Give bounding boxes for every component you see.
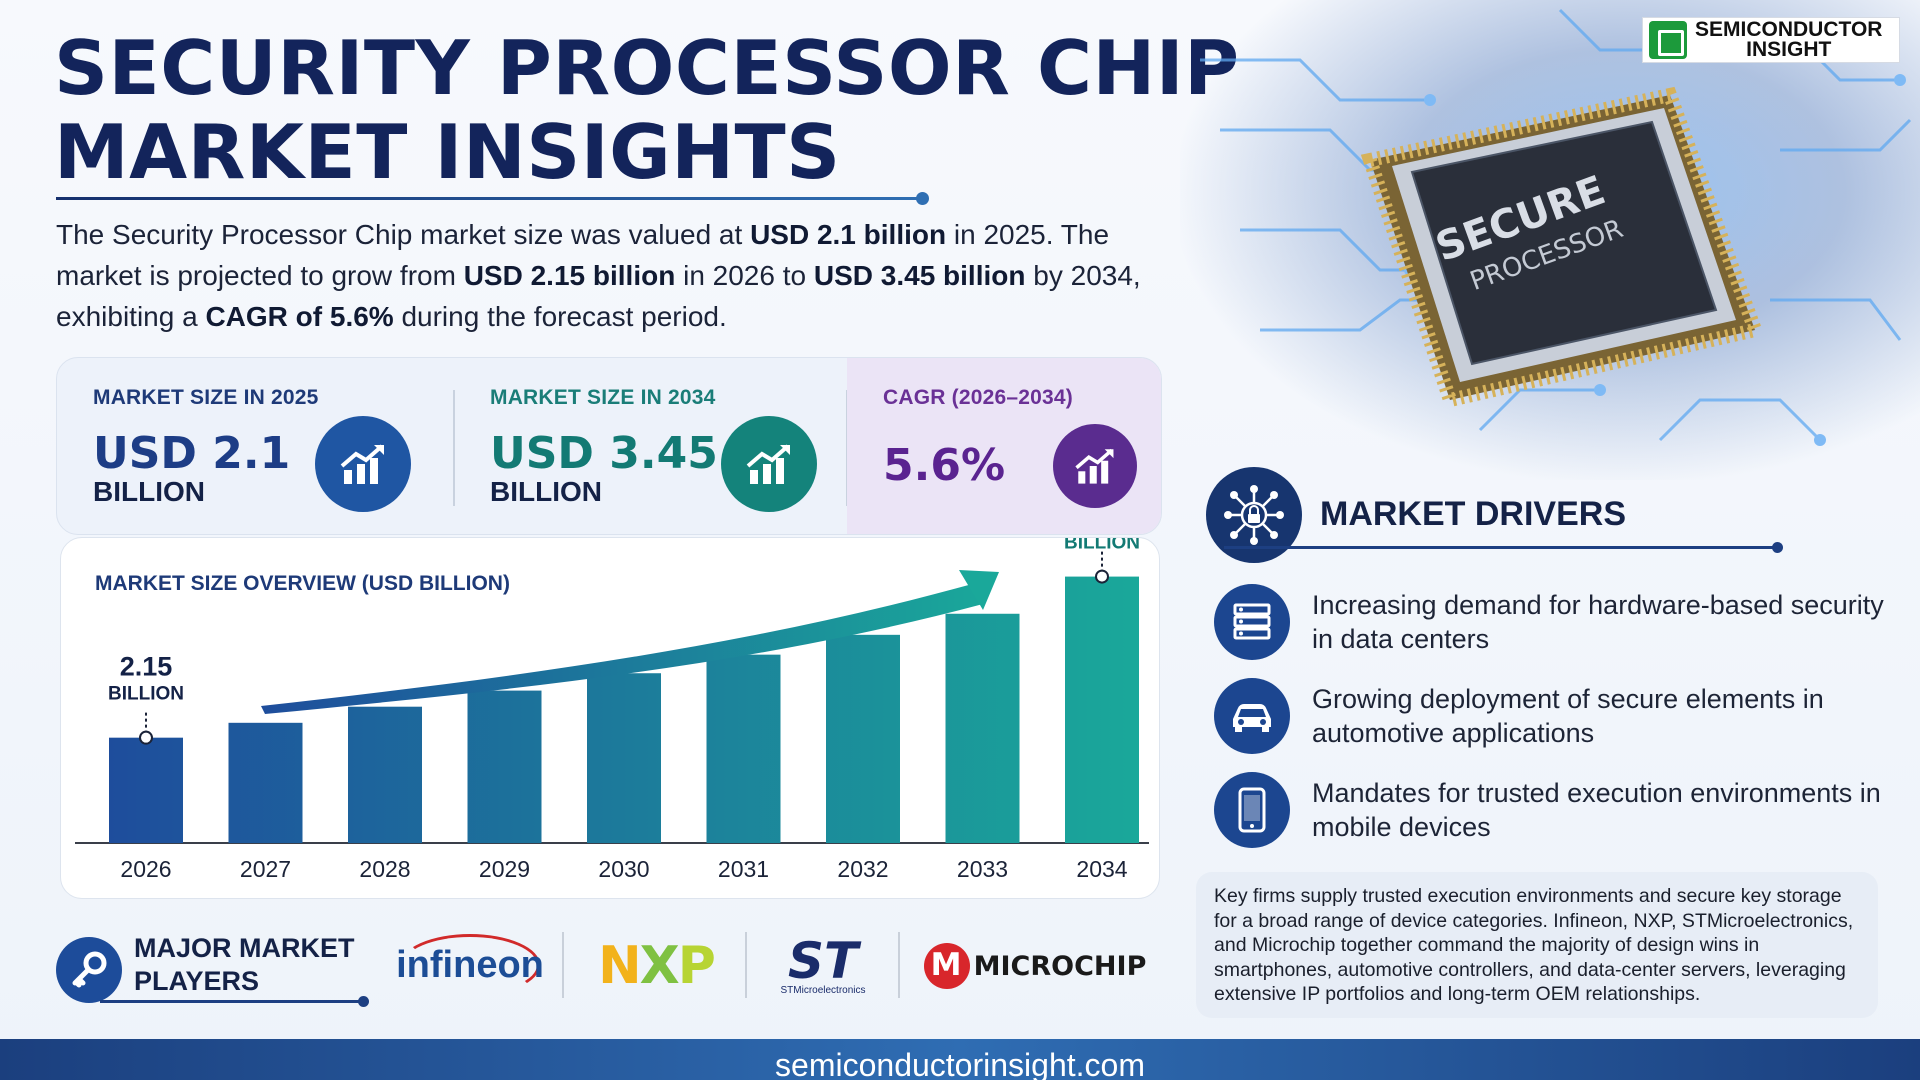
- kpi-market-size-2034: MARKET SIZE IN 2034 USD 3.45 BILLION: [454, 358, 850, 534]
- bar-2031: [706, 654, 781, 843]
- players-title-line-1: MAJOR MARKET: [134, 933, 355, 963]
- annotation-marker-2034: [1095, 569, 1109, 584]
- smartphone-icon: [1214, 772, 1290, 848]
- x-tick-label-2034: 2034: [1076, 856, 1127, 882]
- x-tick-label-2029: 2029: [479, 856, 530, 882]
- intro-paragraph: The Security Processor Chip market size …: [56, 219, 1141, 332]
- bar-2027: [228, 722, 303, 843]
- x-tick-label-2030: 2030: [598, 856, 649, 882]
- chip-logo-icon: [1649, 21, 1687, 59]
- driver-item: Growing deployment of secure elements in…: [1214, 678, 1894, 758]
- stmicroelectronics-logo[interactable]: ST STMicroelectronics: [768, 928, 878, 1004]
- x-tick-label-2033: 2033: [957, 856, 1008, 882]
- brand-logo[interactable]: SEMICONDUCTOR INSIGHT: [1642, 17, 1900, 63]
- kpi-cagr: CAGR (2026–2034) 5.6%: [847, 358, 1161, 534]
- trend-arrow-head: [959, 570, 999, 610]
- drivers-title: MARKET DRIVERS: [1320, 495, 1627, 533]
- data-label-unit-2026: BILLION: [108, 684, 184, 705]
- infineon-logo[interactable]: infineon: [396, 934, 544, 996]
- car-icon: [1214, 678, 1290, 754]
- kpi-market-size-2025: MARKET SIZE IN 2025 USD 2.1 BILLION: [57, 358, 453, 534]
- bar-2033: [945, 613, 1020, 843]
- x-tick-label-2026: 2026: [120, 856, 171, 882]
- microchip-mark-icon: [923, 943, 970, 989]
- bar-2029: [467, 690, 542, 843]
- driver-item: Mandates for trusted execution environme…: [1214, 772, 1894, 852]
- nxp-letter-x: X: [639, 936, 680, 996]
- market-size-bar-chart: 2026 2027 2028 2029 2030 2031 2032 2033 2034 2.15…: [75, 538, 1149, 882]
- brand-line-1: SEMICONDUCTOR: [1695, 18, 1883, 41]
- drivers-divider: [1224, 542, 1783, 553]
- nxp-letter-p: P: [677, 936, 716, 996]
- players-title-line-2: PLAYERS: [134, 966, 260, 996]
- chip-illustration-svg: SECURE PROCESSOR: [1200, 8, 1912, 446]
- logo-divider: [745, 932, 747, 998]
- x-tick-label-2032: 2032: [837, 856, 888, 882]
- growth-chart-icon: [1053, 424, 1137, 508]
- market-size-chart-card: MARKET SIZE OVERVIEW (USD BILLION) 2026 2…: [60, 537, 1160, 899]
- kpi-value: 5.6%: [883, 440, 1006, 491]
- kpi-unit: BILLION: [490, 476, 602, 507]
- data-label-unit-2034: BILLION: [1064, 538, 1140, 554]
- kpi-value: USD 3.45: [490, 428, 718, 479]
- growth-chart-icon: [315, 416, 411, 512]
- bar-2032: [826, 634, 900, 843]
- bar-2034: [1065, 576, 1139, 843]
- kpi-label: CAGR (2026–2034): [883, 386, 1073, 409]
- players-title: MAJOR MARKET PLAYERS: [134, 932, 374, 998]
- brand-line-2: INSIGHT: [1746, 38, 1832, 61]
- driver-text: Mandates for trusted execution environme…: [1312, 778, 1881, 842]
- kpi-label: MARKET SIZE IN 2034: [490, 386, 716, 409]
- st-wordmark: STMicroelectronics: [780, 984, 866, 996]
- kpi-unit: BILLION: [93, 476, 205, 507]
- kpi-panel: MARKET SIZE IN 2025 USD 2.1 BILLION MARK…: [56, 357, 1162, 535]
- bar-2026: [109, 737, 183, 843]
- x-tick-label-2031: 2031: [718, 856, 769, 882]
- key-players-note: Key firms supply trusted execution envir…: [1196, 872, 1878, 1018]
- growth-chart-icon: [721, 416, 817, 512]
- kpi-value: USD 2.1: [93, 428, 291, 479]
- page-title: SECURITY PROCESSOR CHIP MARKET INSIGHTS: [54, 24, 1240, 196]
- logo-divider: [898, 932, 900, 998]
- server-icon: [1214, 584, 1290, 660]
- secure-processor-illustration: SECURE PROCESSOR: [1180, 0, 1920, 480]
- logo-divider: [562, 932, 564, 998]
- title-divider: [56, 192, 929, 205]
- nxp-letter-n: N: [598, 936, 642, 996]
- annotation-marker-2026: [139, 730, 153, 745]
- key-icon: [56, 937, 122, 1003]
- x-tick-label-2027: 2027: [240, 856, 291, 882]
- driver-item: Increasing demand for hardware-based sec…: [1214, 584, 1894, 664]
- st-mark: ST: [787, 931, 859, 990]
- x-tick-label-2028: 2028: [359, 856, 410, 882]
- microchip-wordmark: MICROCHIP: [973, 950, 1147, 982]
- players-divider: [100, 996, 369, 1007]
- footer-website-link[interactable]: semiconductorinsight.com: [0, 1039, 1920, 1080]
- microchip-logo[interactable]: MICROCHIP: [923, 928, 1146, 1004]
- data-label-value-2026: 2.15: [120, 652, 173, 682]
- kpi-divider: [453, 390, 455, 506]
- kpi-label: MARKET SIZE IN 2025: [93, 386, 319, 409]
- bar-2028: [348, 706, 422, 843]
- bar-2030: [587, 673, 661, 843]
- trend-arrow-shaft: [261, 583, 983, 714]
- driver-text: Increasing demand for hardware-based sec…: [1312, 590, 1884, 654]
- driver-text: Growing deployment of secure elements in…: [1312, 684, 1824, 748]
- chart-title: MARKET SIZE OVERVIEW (USD BILLION): [95, 572, 510, 595]
